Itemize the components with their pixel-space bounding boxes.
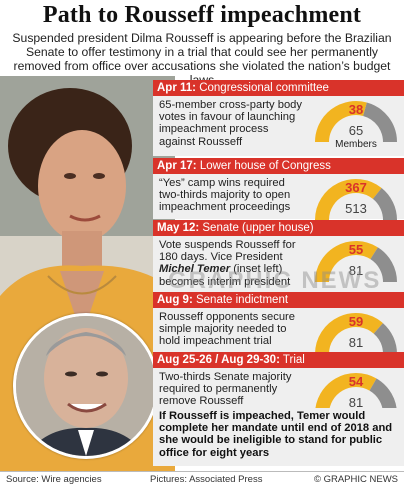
stage-description: Vote suspends Rousseff for 180 days. Vic… (159, 239, 296, 288)
vote-gauge: 55 81 (311, 238, 401, 298)
vote-gauge: 38 65 Members (311, 98, 401, 158)
stage-senate-upper-house: May 12: Senate (upper house) Vote suspen… (153, 220, 404, 292)
stage-label: Senate (upper house) (202, 222, 314, 234)
votes-total: 65 (348, 123, 364, 138)
stage-date: Apr 11: (157, 82, 196, 94)
stage-header: Apr 11: Congressional committee (153, 80, 404, 96)
stage-body: Rousseff opponents secure simple majorit… (153, 308, 404, 355)
gauge-yes-arc (315, 179, 382, 221)
temer-inset-photo (13, 313, 159, 459)
votes-for: 54 (348, 374, 364, 389)
stage-congressional-committee: Apr 11: Congressional committee 65-membe… (153, 80, 404, 158)
stage-header: Aug 25-26 / Aug 29-30: Trial (153, 352, 404, 368)
votes-total: 81 (348, 395, 364, 410)
stage-body: Two-thirds Senate majority required to p… (153, 368, 404, 415)
stage-date: May 12: (157, 222, 200, 234)
watermark: GRAPHIC NEWS (168, 267, 382, 294)
votes-for: 367 (345, 180, 367, 195)
votes-total: 81 (348, 335, 364, 350)
conclusion-text: If Rousseff is impeached, Temer would co… (153, 408, 404, 466)
stage-label: Trial (282, 354, 305, 366)
stage-body: 65-member cross-party body votes in favo… (153, 96, 404, 156)
stage-body: “Yes” camp wins required two-thirds majo… (153, 174, 404, 221)
source-credit: Source: Wire agencies (6, 474, 102, 485)
stage-trial: Aug 25-26 / Aug 29-30: Trial Two-thirds … (153, 352, 404, 415)
footer: Source: Wire agencies Pictures: Associat… (0, 471, 404, 488)
gauge-yes-arc (315, 101, 367, 143)
stage-body: Vote suspends Rousseff for 180 days. Vic… (153, 236, 404, 292)
gauge-remaining-arc (370, 247, 397, 283)
stage-label: Congressional committee (199, 82, 329, 94)
gauge-yes-arc (315, 373, 377, 415)
stage-label: Senate indictment (195, 294, 289, 306)
page-title: Path to Rousseff impeachment (42, 2, 362, 28)
vote-gauge: 367 513 (311, 176, 401, 236)
votes-total: 81 (348, 263, 364, 278)
members-label: Members (335, 139, 377, 150)
stage-lower-house: Apr 17: Lower house of Congress “Yes” ca… (153, 158, 404, 221)
stage-description: 65-member cross-party body votes in favo… (159, 99, 303, 148)
stage-date: Aug 9: (157, 294, 193, 306)
stage-label: Lower house of Congress (199, 160, 331, 172)
pictures-credit: Pictures: Associated Press (150, 474, 263, 485)
gauge-yes-arc (315, 241, 378, 283)
stage-header: Aug 9: Senate indictment (153, 292, 404, 308)
votes-for: 59 (348, 314, 364, 329)
copyright: © GRAPHIC NEWS (313, 474, 398, 485)
gauge-remaining-arc (372, 188, 397, 221)
stage-description: Rousseff opponents secure simple majorit… (159, 311, 295, 348)
stage-description: Two-thirds Senate majority required to p… (159, 371, 292, 408)
votes-for: 38 (348, 102, 364, 117)
stage-date: Aug 25-26 / Aug 29-30: (157, 354, 280, 366)
stage-senate-indictment: Aug 9: Senate indictment Rousseff oppone… (153, 292, 404, 355)
votes-for: 55 (348, 242, 364, 257)
stage-header: May 12: Senate (upper house) (153, 220, 404, 236)
temer-name: Michel Temer (159, 263, 231, 276)
votes-total: 513 (345, 201, 367, 216)
stage-date: Apr 17: (157, 160, 197, 172)
stage-description: “Yes” camp wins required two-thirds majo… (159, 177, 291, 214)
stage-header: Apr 17: Lower house of Congress (153, 158, 404, 174)
gauge-remaining-arc (362, 102, 397, 143)
gauge-yes-arc (315, 313, 383, 355)
